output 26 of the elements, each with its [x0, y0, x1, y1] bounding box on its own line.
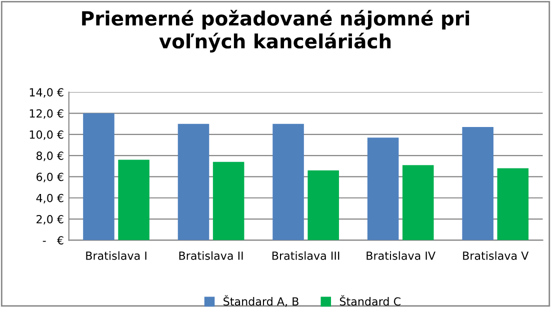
- x-tick-label: Bratislava IV: [366, 251, 436, 260]
- y-tick-label: 14,0 €: [30, 88, 64, 98]
- legend-label: Štandard A, B: [224, 295, 298, 307]
- legend-label: Štandard C: [340, 295, 400, 306]
- y-tick-label: 12,0 €: [30, 109, 64, 119]
- x-tick-label: Bratislava I: [86, 251, 146, 260]
- y-tick-label: 4,0 €: [36, 194, 64, 204]
- y-tick-label: 10,0 €: [30, 130, 64, 140]
- x-tick-label: Bratislava V: [463, 251, 529, 260]
- bar: [462, 127, 494, 240]
- bar: [212, 162, 244, 240]
- bar: [308, 170, 339, 240]
- y-tick-label: 8,0 €: [36, 152, 64, 162]
- x-tick-label: Bratislava II: [179, 251, 243, 260]
- bar: [178, 124, 210, 240]
- bar: [402, 165, 434, 240]
- bar: [118, 160, 150, 240]
- y-tick-label: - €: [42, 236, 64, 245]
- bar: [367, 138, 399, 240]
- chart-title: Priemerné požadované nájomné pri voľných kanceláriách: [82, 10, 470, 52]
- bar: [272, 124, 304, 240]
- bar: [497, 168, 529, 240]
- x-tick-label: Bratislava III: [272, 251, 340, 260]
- y-tick-label: 6,0 €: [36, 172, 64, 182]
- bar: [83, 113, 114, 240]
- y-tick-label: 2,0 €: [36, 214, 64, 225]
